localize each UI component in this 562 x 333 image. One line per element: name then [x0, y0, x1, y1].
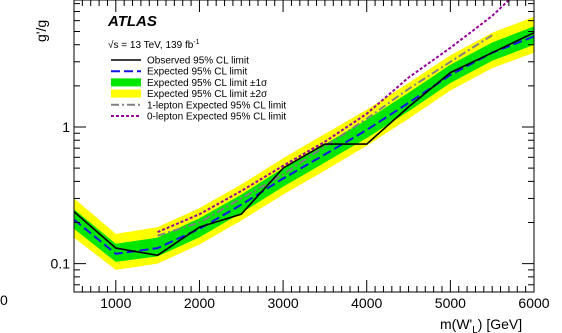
ticks-layer: 1000 2000 3000 4000 5000 6000 0.1 1: [51, 0, 550, 311]
legend-swatch-band1: [111, 78, 141, 87]
experiment-label: ATLAS: [107, 13, 157, 30]
plot-frame: [73, 0, 535, 293]
lines-layer: [74, 0, 534, 257]
legend-label-zerolep: 0-lepton Expected 95% CL limit: [147, 112, 286, 123]
energy-lumi-text: √s = 13 TeV, 139 fb: [108, 39, 194, 51]
x-axis-label-tail: ) [GeV]: [478, 316, 522, 332]
y-tick-label: 0.1: [51, 256, 71, 272]
series-zerolep: [157, 0, 510, 234]
legend-label-onelep: 1-lepton Expected 95% CL limit: [147, 100, 286, 111]
series-observed: [74, 31, 534, 257]
bands-layer: [74, 16, 534, 270]
x-axis-label-sub: L: [472, 325, 478, 333]
series-expected: [74, 35, 534, 255]
x-tick-label: 6000: [518, 295, 549, 311]
legend-label-observed: Observed 95% CL limit: [147, 56, 249, 67]
x-tick-label: 4000: [351, 295, 382, 311]
stray-left-label: 0: [0, 292, 8, 308]
plot-frame-rect: [73, 0, 535, 293]
legend-label-band1: Expected 95% CL limit ±1σ: [147, 78, 268, 89]
x-axis-label: m(W'L) [GeV]: [440, 316, 522, 333]
lumi-exponent: -1: [193, 39, 199, 46]
y-tick-label: 1: [62, 119, 70, 135]
band-2sigma: [74, 16, 534, 270]
energy-lumi-label: √s = 13 TeV, 139 fb-1: [108, 39, 200, 51]
x-tick-label: 3000: [268, 295, 299, 311]
legend-swatch-band2: [111, 89, 141, 98]
x-tick-label: 5000: [435, 295, 466, 311]
band-1sigma: [74, 26, 534, 262]
y-axis-label: g'/g: [33, 20, 49, 42]
x-axis-label-main: m(W': [440, 316, 472, 332]
legend-label-expected: Expected 95% CL limit: [147, 67, 247, 78]
x-tick-label: 1000: [100, 295, 131, 311]
labels-layer: 0 g'/g m(W'L) [GeV] ATLAS √s = 13 TeV, 1…: [0, 13, 522, 333]
x-tick-label: 2000: [184, 295, 215, 311]
legend-label-band2: Expected 95% CL limit ±2σ: [147, 89, 268, 100]
series-onelep: [157, 34, 493, 237]
